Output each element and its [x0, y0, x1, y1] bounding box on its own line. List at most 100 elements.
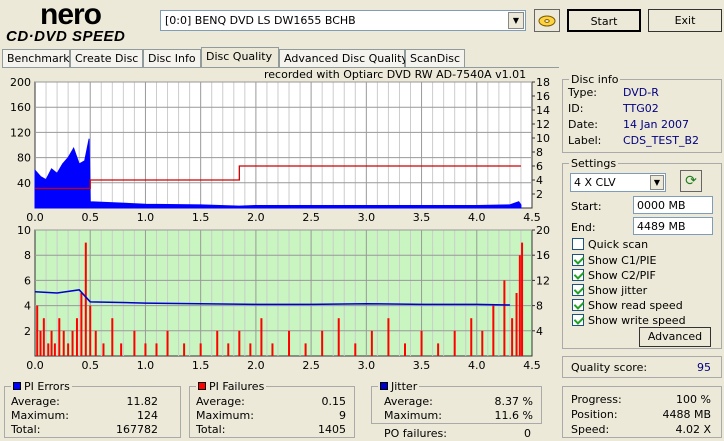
pi-errors-total-value: 167782: [116, 423, 158, 436]
checkbox-checked-icon: [572, 254, 584, 266]
speed-value: 4.02 X: [675, 423, 711, 436]
x-tick-label: 0.0: [26, 359, 44, 372]
show-pie-checkbox[interactable]: Show C1/PIE: [572, 254, 656, 267]
show-jitter-checkbox[interactable]: Show jitter: [572, 284, 647, 297]
quality-score-value: 95: [697, 361, 711, 374]
x-tick-label: 1.0: [137, 359, 155, 372]
y-tick-label-left: 120: [10, 126, 31, 139]
advanced-button[interactable]: Advanced: [639, 327, 711, 347]
pi-errors-total-label: Total:: [11, 423, 41, 436]
x-tick-label: 3.0: [358, 359, 376, 372]
start-field[interactable]: 0000 MB: [633, 196, 713, 214]
disc-type-label: Type:: [568, 86, 597, 99]
end-field-label: End:: [571, 221, 596, 234]
pi-failures-maximum-value: 9: [339, 409, 346, 422]
tab-advanced-disc-quality[interactable]: Advanced Disc Quality: [279, 49, 408, 68]
y-tick-label-right: 12: [536, 118, 550, 131]
pi-failures-total-label: Total:: [196, 423, 226, 436]
y-tick-label-right: 4: [536, 325, 543, 338]
speed-select[interactable]: 4 X CLV ▼: [570, 173, 666, 192]
disc-info-group: Disc info Type: DVD-R ID: TTG02 Date: 14…: [562, 73, 722, 153]
eject-button[interactable]: [534, 9, 560, 32]
lower-chart-area: [34, 229, 533, 357]
y-tick-label-left: 6: [24, 274, 31, 287]
y-tick-label-right: 16: [536, 249, 550, 262]
pi-errors-maximum-label: Maximum:: [11, 409, 69, 422]
y-tick-label-right: 8: [536, 300, 543, 313]
disc-eject-icon: [538, 15, 556, 27]
tab-disc-quality[interactable]: Disc Quality: [201, 47, 279, 68]
refresh-speeds-button[interactable]: ⟳: [680, 170, 702, 192]
speed-select-value: 4 X CLV: [574, 176, 616, 189]
upper-x-ticks: 0.0 0.5 1.0 1.5 2.0 2.5 3.0 3.5 4.0 4.5: [26, 211, 541, 224]
jitter-maximum-label: Maximum:: [384, 409, 442, 422]
blue-legend-swatch: [380, 382, 388, 390]
disc-label-value: CDS_TEST_B2: [623, 134, 700, 147]
chevron-down-icon[interactable]: ▼: [508, 12, 524, 29]
progress-group: Progress: 100 % Position: 4488 MB Speed:…: [562, 386, 722, 438]
x-tick-label: 3.5: [413, 359, 431, 372]
y-tick-label-right: 12: [536, 274, 550, 287]
x-tick-label: 2.5: [302, 359, 320, 372]
upper-chart-grid: [35, 81, 532, 208]
y-tick-label-left: 10: [17, 224, 31, 237]
x-tick-label: 0.5: [81, 211, 99, 224]
chevron-down-icon[interactable]: ▼: [650, 175, 664, 190]
pi-errors-maximum-value: 124: [137, 409, 158, 422]
y-tick-label-left: 4: [24, 300, 31, 313]
pi-errors-title: PI Errors: [11, 380, 72, 393]
y-tick-label-right: 18: [536, 76, 550, 89]
logo-nero-text: nero: [40, 0, 102, 31]
progress-value: 100 %: [676, 393, 711, 406]
checkbox-checked-icon: [572, 314, 584, 326]
show-pif-checkbox[interactable]: Show C2/PIF: [572, 269, 656, 282]
show-read-speed-checkbox[interactable]: Show read speed: [572, 299, 683, 312]
jitter-group: Jitter Average: 8.37 % Maximum: 11.6 %: [371, 380, 542, 424]
start-button[interactable]: Start: [567, 9, 641, 32]
blue-legend-swatch: [13, 382, 21, 390]
lower-series: [34, 242, 524, 356]
jitter-title: Jitter: [378, 380, 420, 393]
pi-failures-average-label: Average:: [196, 395, 245, 408]
pi-errors-group: PI Errors Average: 11.82 Maximum: 124 To…: [4, 380, 181, 438]
y-tick-label-left: 2: [24, 325, 31, 338]
drive-select[interactable]: [0:0] BENQ DVD LS DW1655 BCHB ▼: [160, 10, 526, 31]
tab-scandisc[interactable]: ScanDisc: [405, 49, 465, 68]
x-tick-label: 0.0: [26, 211, 44, 224]
disc-date-label: Date:: [568, 118, 598, 131]
tab-benchmark[interactable]: Benchmark: [2, 49, 70, 68]
x-tick-label: 4.5: [523, 359, 541, 372]
show-pif-label: Show C2/PIF: [588, 269, 656, 282]
y-tick-label-right: 2: [536, 188, 543, 201]
x-tick-label: 0.5: [81, 359, 99, 372]
quick-scan-checkbox[interactable]: Quick scan: [572, 238, 648, 251]
x-tick-label: 2.0: [247, 359, 265, 372]
jitter-maximum-value: 11.6 %: [494, 409, 533, 422]
tab-create-disc[interactable]: Create Disc: [70, 49, 143, 68]
show-write-speed-checkbox[interactable]: Show write speed: [572, 314, 686, 327]
y-tick-label-right: 16: [536, 90, 550, 103]
end-field[interactable]: 4489 MB: [633, 217, 713, 235]
disc-info-title: Disc info: [569, 73, 621, 86]
checkbox-checked-icon: [572, 269, 584, 281]
x-tick-label: 1.5: [192, 359, 210, 372]
show-write-speed-label: Show write speed: [588, 314, 686, 327]
disc-quality-panel: [2, 67, 559, 441]
jitter-line: [34, 289, 510, 306]
jitter-average-value: 8.37 %: [494, 395, 533, 408]
y-tick-label-right: 10: [536, 132, 550, 145]
progress-label: Progress:: [571, 393, 622, 406]
checkbox-icon: [572, 238, 584, 250]
pi-failures-average-value: 0.15: [321, 395, 347, 408]
y-tick-label-right: 4: [536, 174, 543, 187]
show-read-speed-label: Show read speed: [588, 299, 683, 312]
exit-button[interactable]: Exit: [648, 9, 722, 32]
tab-disc-info[interactable]: Disc Info: [143, 49, 201, 68]
lower-chart-grid: [35, 229, 532, 356]
pi-errors-average-value: 11.82: [126, 395, 159, 408]
x-tick-label: 2.5: [302, 211, 320, 224]
nero-logo: nero CD·DVD SPEED: [4, 0, 152, 46]
refresh-icon: ⟳: [685, 173, 697, 189]
lower-left-ticks: 10 8 6 4 2: [17, 224, 31, 338]
